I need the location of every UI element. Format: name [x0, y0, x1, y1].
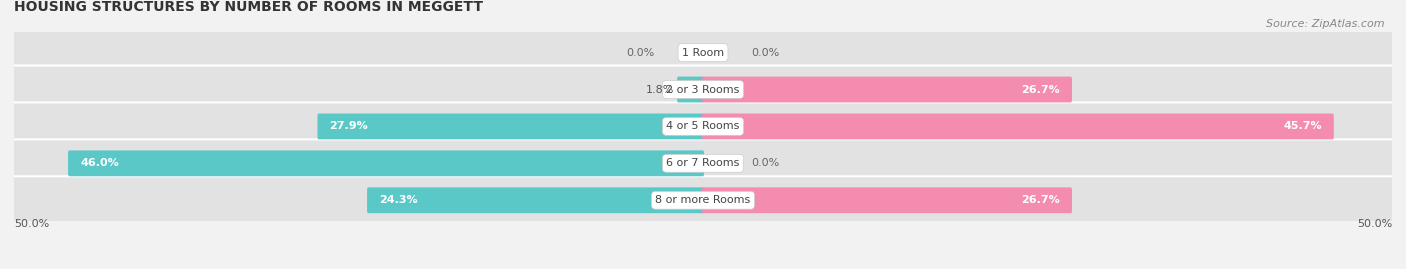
FancyBboxPatch shape	[6, 29, 1400, 77]
Text: 6 or 7 Rooms: 6 or 7 Rooms	[666, 158, 740, 168]
FancyBboxPatch shape	[6, 66, 1400, 114]
Text: Source: ZipAtlas.com: Source: ZipAtlas.com	[1267, 19, 1385, 29]
FancyBboxPatch shape	[6, 176, 1400, 224]
Text: 26.7%: 26.7%	[1021, 195, 1060, 205]
FancyBboxPatch shape	[678, 77, 704, 102]
Text: 1 Room: 1 Room	[682, 48, 724, 58]
FancyBboxPatch shape	[6, 102, 1400, 150]
Text: 0.0%: 0.0%	[751, 158, 779, 168]
Text: 0.0%: 0.0%	[751, 48, 779, 58]
Text: 46.0%: 46.0%	[80, 158, 120, 168]
Legend: Owner-occupied, Renter-occupied: Owner-occupied, Renter-occupied	[576, 264, 830, 269]
Text: 0.0%: 0.0%	[627, 48, 655, 58]
FancyBboxPatch shape	[6, 139, 1400, 187]
FancyBboxPatch shape	[702, 77, 1071, 102]
FancyBboxPatch shape	[702, 187, 1071, 213]
Text: 50.0%: 50.0%	[14, 219, 49, 229]
Text: 2 or 3 Rooms: 2 or 3 Rooms	[666, 84, 740, 94]
FancyBboxPatch shape	[367, 187, 704, 213]
Text: 1.8%: 1.8%	[645, 84, 673, 94]
Text: 4 or 5 Rooms: 4 or 5 Rooms	[666, 121, 740, 132]
FancyBboxPatch shape	[702, 114, 1334, 139]
FancyBboxPatch shape	[318, 114, 704, 139]
Text: 50.0%: 50.0%	[1357, 219, 1392, 229]
FancyBboxPatch shape	[67, 150, 704, 176]
Text: 24.3%: 24.3%	[380, 195, 418, 205]
Text: HOUSING STRUCTURES BY NUMBER OF ROOMS IN MEGGETT: HOUSING STRUCTURES BY NUMBER OF ROOMS IN…	[14, 0, 484, 14]
Text: 45.7%: 45.7%	[1284, 121, 1322, 132]
Text: 8 or more Rooms: 8 or more Rooms	[655, 195, 751, 205]
Text: 27.9%: 27.9%	[329, 121, 368, 132]
Text: 26.7%: 26.7%	[1021, 84, 1060, 94]
